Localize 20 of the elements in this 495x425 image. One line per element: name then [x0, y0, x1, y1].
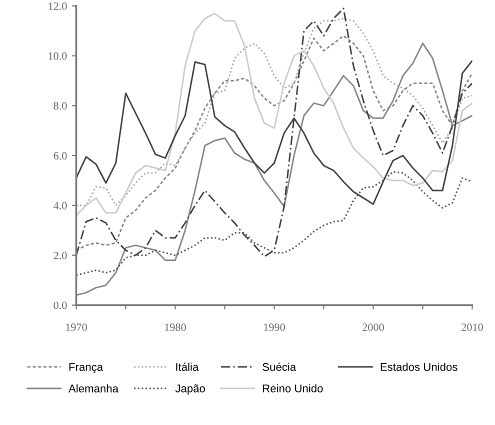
y-tick-label: 2.0: [54, 252, 67, 260]
legend-label: Japão: [175, 384, 205, 395]
y-tick-label: 4.0: [54, 202, 67, 210]
x-tick-label: 2010: [462, 324, 483, 332]
legend-label: França: [69, 363, 104, 374]
y-tick-label: 10.0: [48, 52, 67, 60]
y-tick-label: 6.0: [54, 152, 67, 160]
line-series: [76, 170, 472, 276]
legend-label: Alemanha: [68, 384, 119, 392]
legend-label: Estados Unidos: [380, 362, 458, 371]
legend-label: Itália: [176, 362, 199, 371]
legend-label: Reino Unido: [263, 384, 323, 392]
x-tick-label: 1980: [165, 324, 186, 332]
x-tick-label: 2000: [362, 324, 384, 332]
y-tick-label: 0.0: [54, 302, 67, 310]
y-tick-label: 8.0: [54, 102, 67, 110]
y-tick-label: 12.0: [48, 2, 67, 10]
legend-label: Suécia: [262, 362, 296, 371]
x-tick-label: 1990: [264, 324, 285, 332]
x-tick-label: 1970: [66, 324, 87, 332]
